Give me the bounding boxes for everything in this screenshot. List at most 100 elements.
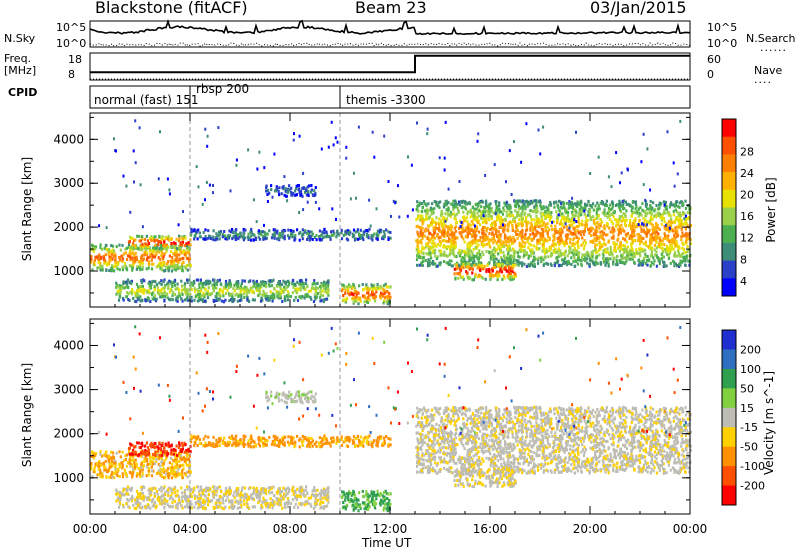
power-cell bbox=[446, 245, 449, 249]
power-cell bbox=[216, 237, 219, 241]
power-cell bbox=[646, 211, 649, 215]
power-cell bbox=[315, 294, 318, 298]
power-cell bbox=[655, 230, 658, 234]
power-cell bbox=[141, 265, 144, 269]
power-cell bbox=[543, 215, 547, 219]
power-cell bbox=[562, 258, 566, 262]
power-cell bbox=[241, 287, 244, 291]
power-cell bbox=[552, 250, 555, 254]
power-cell bbox=[270, 188, 273, 192]
power-cell bbox=[488, 208, 492, 212]
power-cell bbox=[183, 244, 186, 247]
power-cell bbox=[119, 248, 122, 252]
power-cell bbox=[448, 253, 451, 257]
power-cell bbox=[647, 221, 650, 225]
power-cell bbox=[598, 248, 601, 252]
power-cell bbox=[314, 282, 317, 286]
power-cell bbox=[453, 255, 456, 258]
power-cell bbox=[525, 253, 529, 256]
power-cell bbox=[384, 296, 387, 300]
power-cell bbox=[193, 289, 197, 293]
power-cell bbox=[423, 201, 426, 205]
power-cell bbox=[490, 208, 493, 212]
power-cell bbox=[635, 248, 638, 252]
power-cell bbox=[160, 279, 163, 283]
power-cell bbox=[195, 278, 198, 282]
power-cell bbox=[577, 212, 580, 216]
power-cell bbox=[207, 236, 210, 240]
power-noise-cell bbox=[416, 121, 418, 125]
power-cell bbox=[452, 212, 455, 216]
power-cell bbox=[622, 216, 625, 220]
power-cell bbox=[416, 254, 419, 258]
power-cell bbox=[184, 288, 187, 292]
power-cell bbox=[108, 269, 111, 272]
power-noise-cell bbox=[575, 130, 577, 134]
power-cell bbox=[559, 239, 562, 242]
power-cell bbox=[451, 237, 454, 241]
power-cell bbox=[135, 291, 139, 295]
power-cell bbox=[204, 299, 207, 303]
power-cell bbox=[607, 264, 610, 268]
power-cell bbox=[347, 231, 350, 235]
power-cell bbox=[616, 260, 619, 264]
power-cell bbox=[477, 243, 480, 247]
power-cell bbox=[639, 254, 642, 258]
power-cell bbox=[162, 261, 165, 265]
power-cell bbox=[475, 262, 478, 266]
power-cell bbox=[164, 286, 167, 290]
power-cell bbox=[357, 291, 360, 295]
power-cell bbox=[183, 285, 187, 289]
power-cell bbox=[279, 287, 282, 291]
power-noise-cell bbox=[286, 199, 289, 203]
power-cell bbox=[416, 230, 419, 234]
power-cell bbox=[655, 237, 658, 241]
power-cell bbox=[594, 204, 597, 208]
power-cell bbox=[503, 209, 506, 212]
power-cell bbox=[463, 240, 466, 244]
power-cell bbox=[418, 214, 421, 218]
power-noise-cell bbox=[235, 158, 238, 162]
power-cell bbox=[661, 250, 665, 254]
power-cell bbox=[595, 211, 598, 215]
power-cell bbox=[94, 245, 98, 249]
power-cell bbox=[454, 241, 457, 245]
power-cell bbox=[207, 280, 210, 284]
power-cell bbox=[683, 212, 686, 216]
power-cell bbox=[475, 229, 478, 233]
power-noise-cell bbox=[398, 215, 401, 219]
power-cell bbox=[168, 237, 171, 241]
power-cell bbox=[176, 286, 179, 290]
power-noise-cell bbox=[134, 119, 137, 123]
power-cell bbox=[439, 263, 442, 267]
power-cell bbox=[365, 283, 368, 287]
power-cell bbox=[516, 259, 519, 263]
power-cell bbox=[517, 262, 520, 265]
power-cell bbox=[121, 254, 124, 258]
power-cell bbox=[280, 192, 283, 196]
power-cell bbox=[523, 203, 526, 207]
power-cell bbox=[252, 289, 255, 293]
power-cell bbox=[284, 282, 287, 286]
power-cell bbox=[631, 250, 634, 254]
power-cell bbox=[505, 210, 508, 214]
power-cell bbox=[202, 231, 205, 234]
power-cell bbox=[541, 212, 545, 216]
power-cell bbox=[509, 278, 512, 282]
power-cell bbox=[97, 266, 100, 270]
power-cell bbox=[648, 221, 651, 225]
power-cell bbox=[151, 297, 154, 301]
power-cell bbox=[185, 247, 189, 251]
power-cell bbox=[592, 232, 596, 236]
beam-title: Beam 23 bbox=[355, 0, 427, 17]
power-cell bbox=[606, 211, 609, 215]
power-cell bbox=[310, 184, 313, 187]
power-cell bbox=[243, 279, 246, 283]
power-cell bbox=[189, 292, 192, 296]
power-cell bbox=[468, 246, 471, 250]
power-cell bbox=[612, 236, 615, 240]
power-cell bbox=[113, 252, 116, 256]
power-cell bbox=[418, 256, 421, 259]
power-noise-cell bbox=[298, 211, 301, 214]
power-cell bbox=[448, 213, 451, 217]
